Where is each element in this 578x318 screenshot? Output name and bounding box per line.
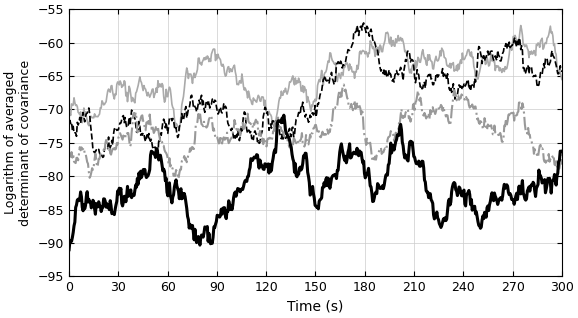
X-axis label: Time (s): Time (s) <box>287 300 344 314</box>
Y-axis label: Logarithm of averaged
determinant of covariance: Logarithm of averaged determinant of cov… <box>4 60 32 226</box>
